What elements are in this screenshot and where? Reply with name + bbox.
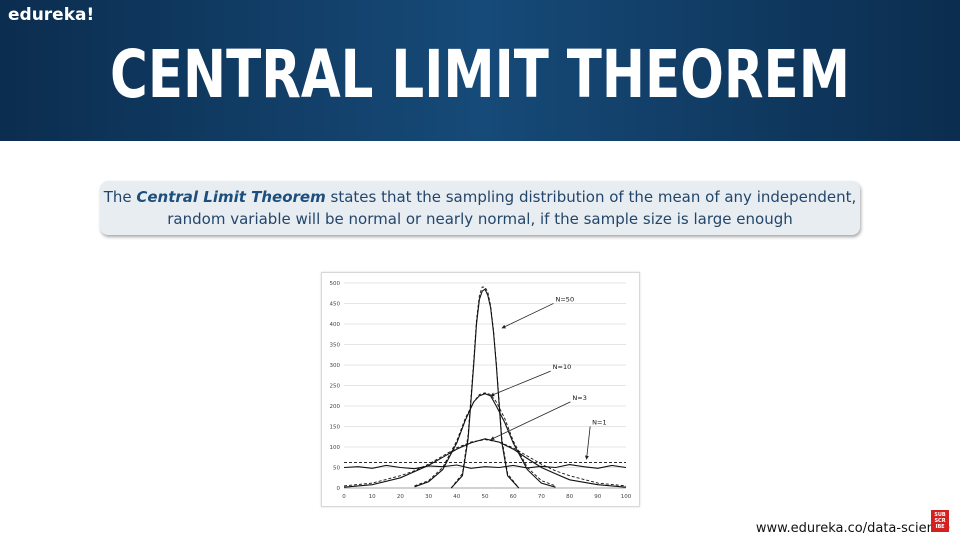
callout-term: Central Limit Theorem xyxy=(136,188,326,206)
subscribe-badge[interactable]: SUB SCR IBE xyxy=(931,510,949,532)
series-label: N=1 xyxy=(592,418,606,426)
callout-prefix: The xyxy=(103,188,137,206)
y-tick-label: 450 xyxy=(330,302,341,308)
x-tick-label: 80 xyxy=(566,494,573,500)
x-tick-label: 60 xyxy=(510,494,517,500)
series-line-n-10 xyxy=(414,393,556,488)
clt-chart: 0 50 100 150 200 250 300 350 400 450 500 0 10 20 30 40 5… xyxy=(321,272,640,507)
chart-svg: 0 50 100 150 200 250 300 350 400 450 500 0 10 20 30 40 5… xyxy=(330,281,632,500)
x-tick-label: 20 xyxy=(397,494,404,500)
annotation-arrow xyxy=(490,401,571,440)
fit-line-n-3 xyxy=(343,439,627,487)
x-tick-label: 100 xyxy=(621,494,632,500)
annotation-arrow xyxy=(501,303,554,329)
x-tick-label: 40 xyxy=(453,494,460,500)
y-tick-label: 300 xyxy=(330,363,341,369)
y-tick-label: 500 xyxy=(330,281,341,287)
brand-logo: edureka! xyxy=(8,5,95,25)
y-tick-label: 50 xyxy=(333,466,340,472)
series-line-n-3 xyxy=(343,438,627,488)
x-tick-label: 10 xyxy=(369,494,376,500)
x-tick-label: 90 xyxy=(594,494,601,500)
x-tick-label: 30 xyxy=(425,494,432,500)
series-label: N=3 xyxy=(572,394,586,402)
definition-callout: The Central Limit Theorem states that th… xyxy=(100,181,860,235)
y-tick-label: 0 xyxy=(337,486,341,492)
callout-line2: random variable will be normal or nearly… xyxy=(167,210,793,228)
y-tick-label: 350 xyxy=(330,343,341,349)
header-banner: edureka! CENTRAL LIMIT THEOREM xyxy=(0,0,960,141)
x-tick-label: 50 xyxy=(482,494,489,500)
y-tick-label: 400 xyxy=(330,322,341,328)
fit-line-n-10 xyxy=(414,392,556,487)
series-label: N=10 xyxy=(553,363,572,371)
fit-line-n-50 xyxy=(450,286,520,489)
y-tick-label: 100 xyxy=(330,445,341,451)
annotation-arrow xyxy=(490,370,551,397)
series-label: N=50 xyxy=(556,295,575,303)
page-title: CENTRAL LIMIT THEOREM xyxy=(110,36,850,113)
callout-line1: states that the sampling distribution of… xyxy=(325,188,857,206)
series-line-n-1 xyxy=(343,464,627,470)
y-tick-label: 200 xyxy=(330,404,341,410)
annotation-arrow xyxy=(584,426,591,460)
x-tick-label: 70 xyxy=(538,494,545,500)
y-tick-label: 250 xyxy=(330,384,341,390)
x-tick-label: 0 xyxy=(342,494,346,500)
footer-url[interactable]: www.edureka.co/data-science xyxy=(755,521,950,536)
y-tick-label: 150 xyxy=(330,425,341,431)
